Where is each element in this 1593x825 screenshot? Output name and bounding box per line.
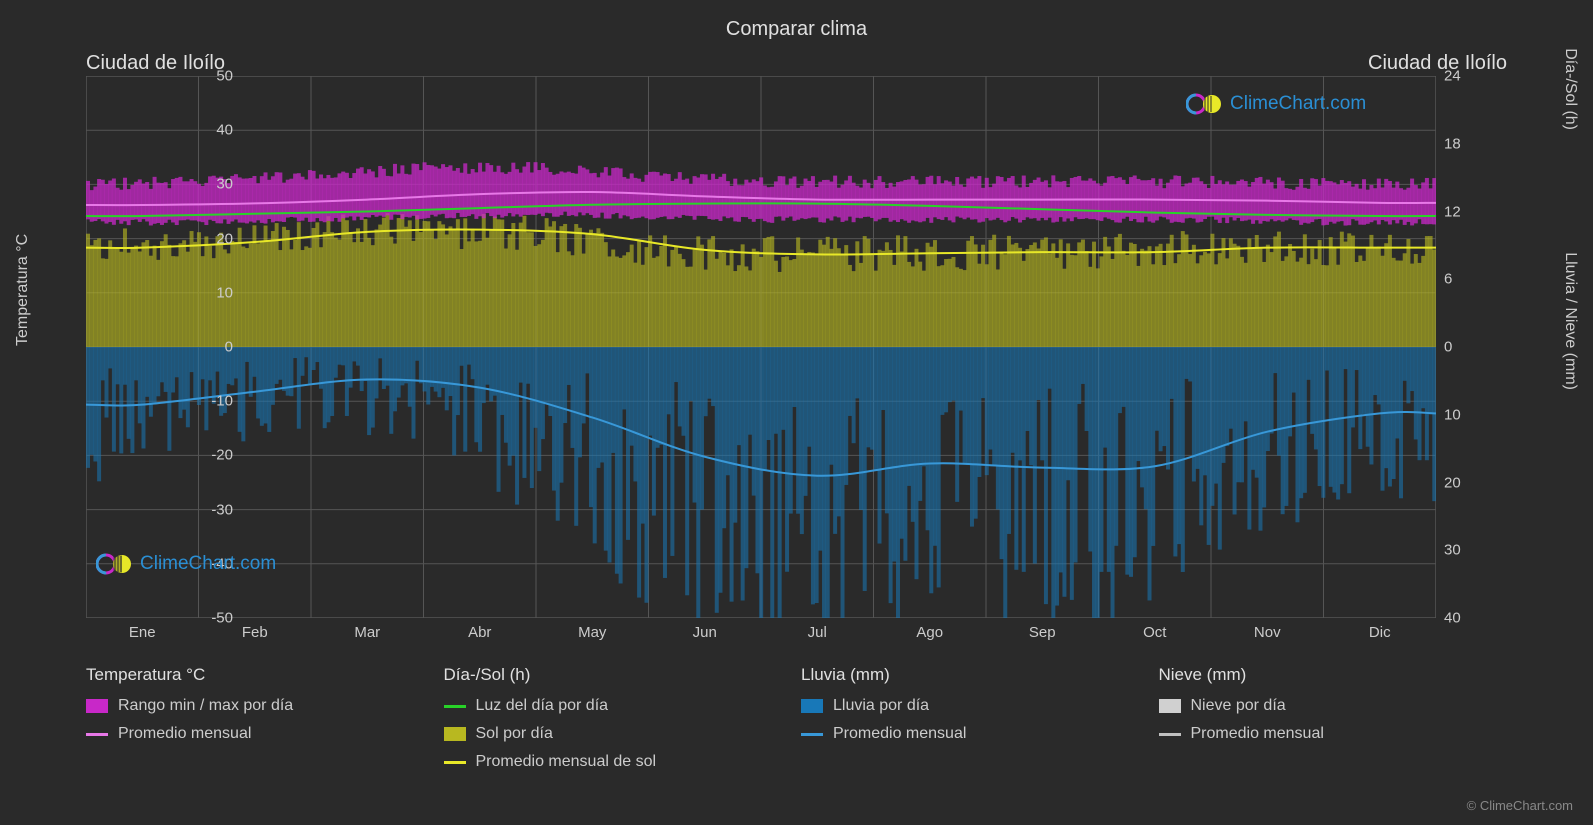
watermark-logo-bottom: ClimeChart.com <box>96 552 276 576</box>
legend-item: Promedio mensual <box>1159 725 1517 743</box>
chart-plot-area <box>86 76 1436 618</box>
chart-title: Comparar clima <box>0 0 1593 41</box>
legend-label: Lluvia por día <box>833 697 929 715</box>
ytick-right: 18 <box>1444 135 1461 152</box>
legend-swatch <box>444 761 466 764</box>
y-axis-label-left: Temperatura °C <box>14 234 32 346</box>
legend-swatch <box>86 733 108 736</box>
xtick: Dic <box>1369 624 1391 641</box>
ytick-right: 20 <box>1444 474 1461 491</box>
watermark-logo-top: ClimeChart.com <box>1186 92 1366 116</box>
watermark-text: ClimeChart.com <box>1230 93 1366 115</box>
watermark-text: ClimeChart.com <box>140 553 276 575</box>
y-axis-label-right-bot: Lluvia / Nieve (mm) <box>1561 252 1579 390</box>
ytick-right: 0 <box>1444 339 1452 356</box>
xtick: May <box>578 624 606 641</box>
legend-swatch <box>86 699 108 713</box>
legend-label: Sol por día <box>476 725 553 743</box>
xtick: Sep <box>1029 624 1056 641</box>
legend-item: Promedio mensual de sol <box>444 753 802 771</box>
legend-label: Promedio mensual de sol <box>476 753 657 771</box>
legend: Temperatura °C Rango min / max por día Pr… <box>86 665 1516 781</box>
y-axis-label-right-top: Día-/Sol (h) <box>1561 48 1579 130</box>
ytick-left: -20 <box>93 447 233 464</box>
ytick-right: 40 <box>1444 610 1461 627</box>
ytick-right: 30 <box>1444 542 1461 559</box>
legend-swatch <box>1159 733 1181 736</box>
legend-item: Lluvia por día <box>801 697 1159 715</box>
xtick: Feb <box>242 624 268 641</box>
ytick-left: -30 <box>93 501 233 518</box>
legend-label: Promedio mensual <box>1191 725 1324 743</box>
legend-col-temp: Temperatura °C Rango min / max por día Pr… <box>86 665 444 781</box>
xtick: Nov <box>1254 624 1281 641</box>
legend-header: Temperatura °C <box>86 665 444 685</box>
legend-header: Lluvia (mm) <box>801 665 1159 685</box>
ytick-right: 24 <box>1444 68 1461 85</box>
legend-item: Rango min / max por día <box>86 697 444 715</box>
legend-item: Promedio mensual <box>801 725 1159 743</box>
legend-label: Nieve por día <box>1191 697 1286 715</box>
xtick: Oct <box>1143 624 1166 641</box>
ytick-left: -10 <box>93 393 233 410</box>
legend-label: Promedio mensual <box>118 725 251 743</box>
ytick-right: 10 <box>1444 406 1461 423</box>
legend-swatch <box>801 699 823 713</box>
copyright-text: © ClimeChart.com <box>1467 798 1573 813</box>
legend-item: Luz del día por día <box>444 697 802 715</box>
legend-label: Luz del día por día <box>476 697 609 715</box>
ytick-right: 12 <box>1444 203 1461 220</box>
xtick: Jun <box>693 624 717 641</box>
xtick: Mar <box>354 624 380 641</box>
xtick: Abr <box>468 624 491 641</box>
legend-swatch <box>1159 699 1181 713</box>
ytick-left: 0 <box>93 339 233 356</box>
xtick: Ago <box>916 624 943 641</box>
legend-col-daysun: Día-/Sol (h) Luz del día por día Sol por … <box>444 665 802 781</box>
logo-icon <box>1186 92 1224 116</box>
legend-label: Rango min / max por día <box>118 697 293 715</box>
legend-item: Sol por día <box>444 725 802 743</box>
legend-swatch <box>801 733 823 736</box>
ytick-left: 50 <box>93 68 233 85</box>
legend-col-rain: Lluvia (mm) Lluvia por día Promedio mensu… <box>801 665 1159 781</box>
ytick-left: 10 <box>93 284 233 301</box>
ytick-right: 6 <box>1444 271 1452 288</box>
legend-item: Promedio mensual <box>86 725 444 743</box>
city-label-right: Ciudad de Iloílo <box>1368 52 1507 75</box>
legend-col-snow: Nieve (mm) Nieve por día Promedio mensual <box>1159 665 1517 781</box>
legend-header: Día-/Sol (h) <box>444 665 802 685</box>
ytick-left: -50 <box>93 610 233 627</box>
xtick: Ene <box>129 624 156 641</box>
logo-icon <box>96 552 134 576</box>
ytick-left: 30 <box>93 176 233 193</box>
legend-swatch <box>444 705 466 708</box>
ytick-left: 40 <box>93 122 233 139</box>
legend-item: Nieve por día <box>1159 697 1517 715</box>
legend-swatch <box>444 727 466 741</box>
xtick: Jul <box>808 624 827 641</box>
ytick-left: 20 <box>93 230 233 247</box>
legend-header: Nieve (mm) <box>1159 665 1517 685</box>
chart-svg <box>86 76 1436 618</box>
legend-label: Promedio mensual <box>833 725 966 743</box>
